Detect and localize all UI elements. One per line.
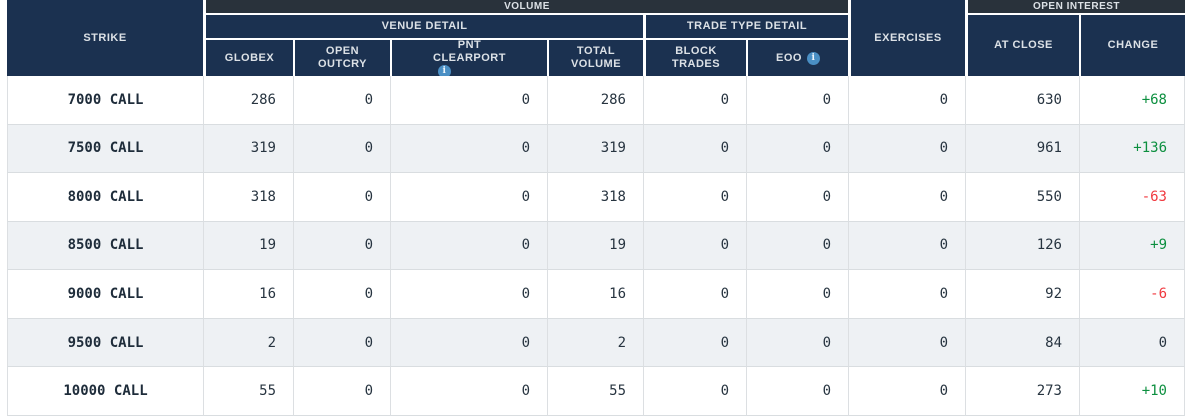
- header-open-outcry: OPEN OUTCRY: [293, 40, 390, 76]
- cell-change: +9: [1079, 221, 1185, 271]
- cell-change: +136: [1079, 124, 1185, 174]
- cell-block-trades: 0: [643, 318, 746, 368]
- cell-pnt-clearport: 0: [390, 173, 547, 222]
- header-group-volume: VOLUME: [203, 0, 848, 13]
- cell-exercises: 0: [848, 270, 965, 319]
- cell-pnt-clearport: 0: [390, 270, 547, 319]
- header-block-trades: BLOCK TRADES: [643, 40, 746, 76]
- header-exercises: EXERCISES: [848, 0, 965, 76]
- table-row: 10000 CALL 55 0 0 55 0 0 0 273 +10: [0, 367, 1199, 416]
- header-total-volume: TOTAL VOLUME: [547, 40, 643, 76]
- cell-total-volume: 2: [547, 318, 643, 368]
- cell-pnt-clearport: 0: [390, 221, 547, 271]
- cell-block-trades: 0: [643, 173, 746, 222]
- table-body: 7000 CALL 286 0 0 286 0 0 0 630 +68 7500…: [0, 76, 1199, 416]
- cell-strike: 8500 CALL: [7, 221, 203, 271]
- cell-open-outcry: 0: [293, 221, 390, 271]
- table-row: 9000 CALL 16 0 0 16 0 0 0 92 -6: [0, 270, 1199, 319]
- cell-strike: 9000 CALL: [7, 270, 203, 319]
- header-change: CHANGE: [1079, 15, 1185, 76]
- cell-at-close: 630: [965, 76, 1079, 125]
- header-at-close: AT CLOSE: [965, 15, 1079, 76]
- header-group-trade-type-detail: TRADE TYPE DETAIL: [643, 15, 848, 38]
- cell-change: +10: [1079, 367, 1185, 416]
- cell-pnt-clearport: 0: [390, 318, 547, 368]
- cell-total-volume: 16: [547, 270, 643, 319]
- cell-block-trades: 0: [643, 76, 746, 125]
- cell-at-close: 550: [965, 173, 1079, 222]
- cell-at-close: 92: [965, 270, 1079, 319]
- cell-eoo: 0: [746, 76, 848, 125]
- cell-open-outcry: 0: [293, 124, 390, 174]
- table-row: 8500 CALL 19 0 0 19 0 0 0 126 +9: [0, 221, 1199, 271]
- cell-strike: 7000 CALL: [7, 76, 203, 125]
- cell-strike: 7500 CALL: [7, 124, 203, 174]
- cell-open-outcry: 0: [293, 270, 390, 319]
- cell-eoo: 0: [746, 221, 848, 271]
- cell-open-outcry: 0: [293, 318, 390, 368]
- header-group-open-interest: OPEN INTEREST: [965, 0, 1185, 13]
- cell-open-outcry: 0: [293, 367, 390, 416]
- cell-eoo: 0: [746, 124, 848, 174]
- cell-eoo: 0: [746, 270, 848, 319]
- cell-at-close: 273: [965, 367, 1079, 416]
- cell-globex: 318: [203, 173, 293, 222]
- cell-total-volume: 286: [547, 76, 643, 125]
- cell-change: +68: [1079, 76, 1185, 125]
- cell-globex: 19: [203, 221, 293, 271]
- cell-open-outcry: 0: [293, 173, 390, 222]
- cell-pnt-clearport: 0: [390, 124, 547, 174]
- cell-exercises: 0: [848, 76, 965, 125]
- cell-open-outcry: 0: [293, 76, 390, 125]
- cell-exercises: 0: [848, 221, 965, 271]
- cell-strike: 10000 CALL: [7, 367, 203, 416]
- table-row: 9500 CALL 2 0 0 2 0 0 0 84 0: [0, 318, 1199, 368]
- cell-change: -63: [1079, 173, 1185, 222]
- cell-total-volume: 318: [547, 173, 643, 222]
- cell-total-volume: 19: [547, 221, 643, 271]
- clearport-info-icon[interactable]: i: [438, 64, 452, 78]
- cell-change: -6: [1079, 270, 1185, 319]
- cell-total-volume: 55: [547, 367, 643, 416]
- cell-block-trades: 0: [643, 270, 746, 319]
- cell-globex: 2: [203, 318, 293, 368]
- cell-exercises: 0: [848, 124, 965, 174]
- cell-strike: 8000 CALL: [7, 173, 203, 222]
- eoo-info-icon[interactable]: i: [806, 51, 820, 65]
- table-row: 7500 CALL 319 0 0 319 0 0 0 961 +136: [0, 124, 1199, 174]
- cell-pnt-clearport: 0: [390, 367, 547, 416]
- cell-eoo: 0: [746, 367, 848, 416]
- cell-at-close: 84: [965, 318, 1079, 368]
- cell-globex: 16: [203, 270, 293, 319]
- header-group-venue-detail: VENUE DETAIL: [203, 15, 643, 38]
- header-globex: GLOBEX: [203, 40, 293, 76]
- cell-exercises: 0: [848, 173, 965, 222]
- cell-block-trades: 0: [643, 221, 746, 271]
- cell-at-close: 126: [965, 221, 1079, 271]
- cell-eoo: 0: [746, 318, 848, 368]
- cell-globex: 286: [203, 76, 293, 125]
- cell-pnt-clearport: 0: [390, 76, 547, 125]
- cell-eoo: 0: [746, 173, 848, 222]
- table-header: STRIKE VOLUME VENUE DETAIL TRADE TYPE DE…: [0, 0, 1199, 78]
- cell-exercises: 0: [848, 367, 965, 416]
- cell-at-close: 961: [965, 124, 1079, 174]
- cell-strike: 9500 CALL: [7, 318, 203, 368]
- cell-block-trades: 0: [643, 124, 746, 174]
- cell-change: 0: [1079, 318, 1185, 368]
- table-row: 7000 CALL 286 0 0 286 0 0 0 630 +68: [0, 76, 1199, 125]
- header-eoo: EOO i: [746, 40, 848, 76]
- cell-globex: 55: [203, 367, 293, 416]
- table-row: 8000 CALL 318 0 0 318 0 0 0 550 -63: [0, 173, 1199, 222]
- cell-total-volume: 319: [547, 124, 643, 174]
- header-strike: STRIKE: [7, 0, 203, 76]
- cell-block-trades: 0: [643, 367, 746, 416]
- header-pnt-clearport: PNT CLEARPORT i: [390, 39, 547, 78]
- cell-globex: 319: [203, 124, 293, 174]
- cell-exercises: 0: [848, 318, 965, 368]
